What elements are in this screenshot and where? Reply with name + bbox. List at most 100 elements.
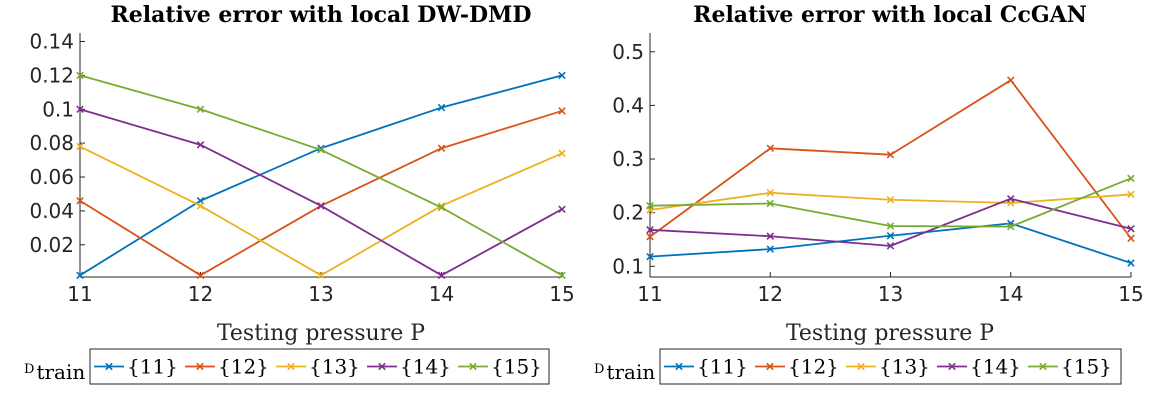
legend-marker	[378, 362, 386, 371]
data-point	[196, 271, 205, 280]
data-point	[196, 141, 205, 149]
data-point	[76, 105, 84, 114]
data-point	[886, 196, 895, 204]
data-point	[437, 103, 446, 112]
data-point	[646, 252, 654, 261]
y-tick-label: 0.12	[29, 63, 74, 87]
chart-title: Relative error with local CcGAN	[693, 2, 1087, 28]
legend-entry: {14}	[937, 355, 1021, 379]
data-point	[766, 245, 775, 253]
legend-title-sub: train	[606, 360, 655, 384]
data-point	[437, 271, 446, 280]
series-2	[76, 107, 566, 280]
series-line	[649, 177, 1132, 228]
y-tick-label: 0.4	[612, 93, 644, 117]
legend-entry: {12}	[185, 355, 269, 379]
legend-marker	[196, 362, 204, 371]
data-point	[196, 202, 205, 210]
y-tick-label: 0.04	[29, 199, 74, 223]
data-point	[1127, 259, 1135, 267]
series-5	[76, 71, 566, 280]
legend-entry: {11}	[94, 355, 178, 379]
data-point	[76, 142, 84, 151]
legend-label: {15}	[1061, 355, 1112, 379]
data-point	[886, 242, 895, 250]
legend-marker	[675, 362, 683, 371]
y-tick-label: 0.08	[29, 131, 74, 155]
legend-marker	[287, 362, 295, 371]
series-2	[646, 76, 1135, 243]
x-tick-label: 12	[188, 282, 213, 306]
legend-label: {12}	[788, 355, 839, 379]
series-line	[79, 145, 563, 277]
x-tick-label: 12	[758, 282, 783, 306]
chart-1: Relative error with local DW-DMD 0.02 0.04…	[24, 2, 575, 385]
data-point	[317, 202, 325, 210]
y-tick-label: 0.06	[29, 165, 74, 189]
data-point	[317, 271, 325, 280]
legend-entry: {14}	[367, 355, 451, 379]
legend-label: {14}	[400, 355, 451, 379]
data-point	[766, 199, 775, 208]
x-axis-label: Testing pressure P	[786, 321, 994, 346]
legend-label: {15}	[491, 355, 542, 379]
data-point	[886, 150, 895, 159]
legend-entry: {15}	[1028, 355, 1112, 379]
series-line	[79, 110, 563, 277]
series-4	[76, 105, 566, 280]
series-line	[649, 79, 1132, 239]
legend-entry: {15}	[458, 355, 542, 379]
legend-title-d: D	[24, 362, 34, 377]
data-point	[1006, 194, 1015, 203]
data-point	[646, 226, 654, 234]
data-point	[1006, 76, 1015, 84]
legend-label: {11}	[697, 355, 748, 379]
series-4	[646, 194, 1135, 250]
legend-title-d: D	[594, 362, 604, 377]
data-point	[766, 232, 775, 241]
data-point	[646, 233, 654, 241]
data-point	[76, 271, 84, 280]
legend-label: {13}	[309, 355, 360, 379]
series-3	[646, 189, 1135, 214]
legend-marker	[766, 362, 774, 371]
data-point	[437, 144, 446, 152]
data-point	[558, 107, 566, 115]
data-point	[76, 196, 84, 205]
y-tick-label: 0.3	[612, 147, 644, 171]
series-line	[649, 222, 1132, 264]
y-tick-label: 0.1	[42, 97, 74, 121]
legend-marker	[469, 362, 477, 371]
x-tick-label: 11	[67, 282, 92, 306]
legend-entry: {11}	[664, 355, 748, 379]
legend-title-sub: train	[36, 360, 85, 384]
x-tick-label: 14	[429, 282, 454, 306]
y-tick-label: 0.2	[612, 201, 644, 225]
legend-marker	[857, 362, 865, 371]
x-tick-label: 15	[1118, 282, 1143, 306]
legend-label: {12}	[218, 355, 269, 379]
y-tick-label: 0.5	[612, 40, 644, 64]
data-point	[1006, 222, 1015, 231]
x-tick-label: 15	[549, 282, 574, 306]
data-point	[558, 149, 566, 158]
data-point	[646, 201, 654, 210]
x-tick-label: 11	[637, 282, 662, 306]
data-point	[437, 203, 446, 212]
data-point	[196, 105, 205, 114]
data-point	[1127, 190, 1135, 199]
data-point	[317, 146, 325, 154]
legend-marker	[948, 362, 956, 371]
x-tick-label: 14	[998, 282, 1023, 306]
legend-marker	[1039, 362, 1047, 371]
legend-label: {14}	[970, 355, 1021, 379]
series-3	[76, 142, 566, 280]
y-tick-label: 0.14	[29, 29, 74, 53]
data-point	[766, 189, 775, 197]
data-point	[886, 222, 895, 230]
data-point	[558, 271, 566, 280]
